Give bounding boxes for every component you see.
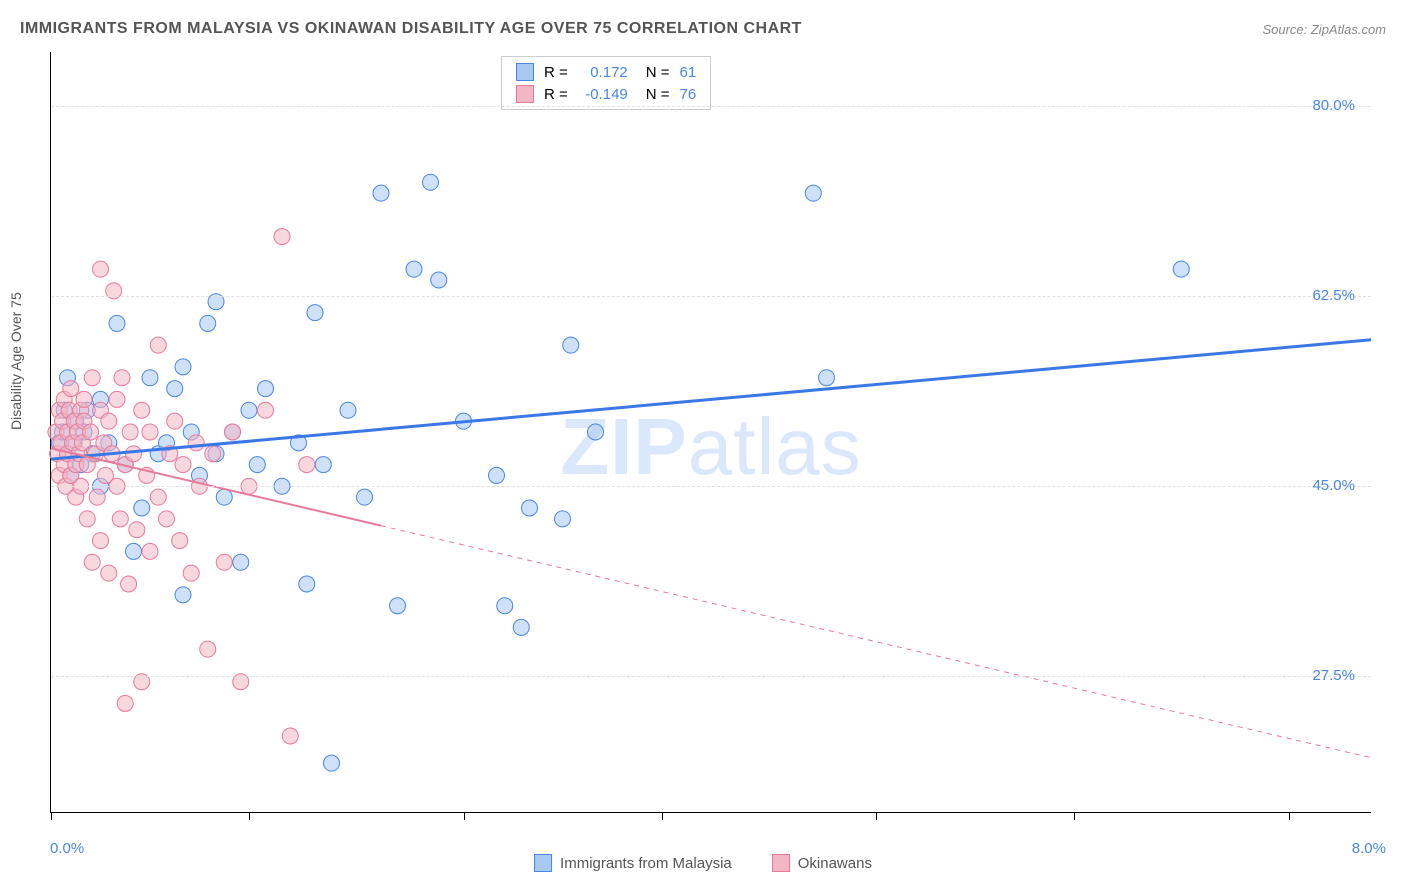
chart-title: IMMIGRANTS FROM MALAYSIA VS OKINAWAN DIS… [20,20,802,38]
correlation-stats-legend: R = 0.172 N = 61 R = -0.149 N = 76 [501,56,711,110]
y-tick-label: 27.5% [1312,667,1355,684]
stats-row-series-2: R = -0.149 N = 76 [516,83,696,105]
y-tick-label: 62.5% [1312,287,1355,304]
y-tick-label: 80.0% [1312,97,1355,114]
x-tick-label-max: 8.0% [1352,840,1386,857]
swatch-series-2 [516,85,534,103]
stats-row-series-1: R = 0.172 N = 61 [516,61,696,83]
y-axis-label: Disability Age Over 75 [8,292,24,430]
swatch-series-1 [516,63,534,81]
series-legend: Immigrants from Malaysia Okinawans [534,854,872,872]
legend-item-series-2: Okinawans [772,854,872,872]
source-attribution: Source: ZipAtlas.com [1262,22,1386,37]
x-tick-label-min: 0.0% [50,840,84,857]
swatch-series-2 [772,854,790,872]
chart-plot-area: ZIPatlas R = 0.172 N = 61 R = -0.149 N =… [50,52,1371,813]
swatch-series-1 [534,854,552,872]
legend-item-series-1: Immigrants from Malaysia [534,854,732,872]
scatter-chart-svg [51,52,1371,812]
y-tick-label: 45.0% [1312,477,1355,494]
